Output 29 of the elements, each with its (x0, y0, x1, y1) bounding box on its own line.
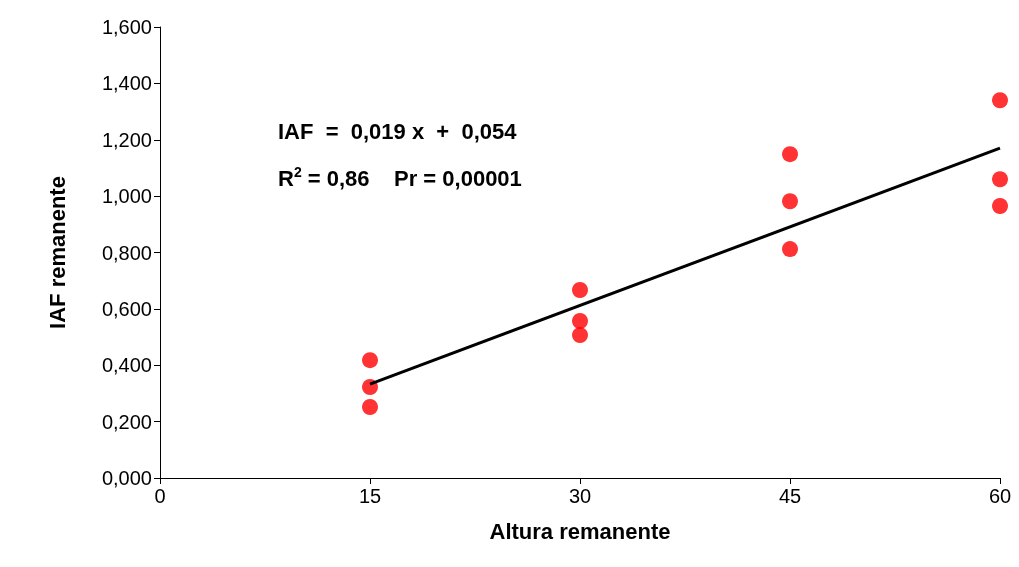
y-tick-label: 1,200 (101, 128, 152, 151)
point (572, 313, 588, 329)
point (782, 193, 798, 210)
point (362, 352, 378, 369)
annotation: IAF = 0,019 x + 0,054 (278, 118, 518, 144)
y-tick-label: 0,400 (101, 354, 152, 377)
y-tick-label: 1,000 (101, 185, 152, 208)
point (572, 327, 588, 344)
x-tick-label: 45 (778, 485, 802, 507)
x-tick-label: 0 (154, 485, 166, 507)
y-tick-label: 0,800 (101, 241, 152, 264)
point (992, 92, 1008, 109)
x-tick-label: 30 (568, 485, 592, 507)
x-tick-label: 60 (988, 485, 1012, 507)
point (992, 171, 1008, 188)
point (362, 398, 378, 415)
point (782, 241, 798, 258)
x-tick-label: 15 (358, 485, 382, 507)
y-axis-title: IAF remanente (44, 176, 70, 329)
y-tick-label: 1,400 (101, 72, 152, 95)
point (992, 197, 1008, 214)
y-tick-label: 0,200 (101, 410, 152, 433)
point (362, 378, 378, 395)
y-tick-label: 1,600 (101, 16, 152, 38)
point (572, 281, 588, 298)
y-tick-label: 0,600 (101, 297, 152, 320)
x-axis-title: Altura remanente (489, 518, 671, 544)
point (782, 146, 798, 163)
y-tick-label: 0,000 (101, 467, 152, 489)
